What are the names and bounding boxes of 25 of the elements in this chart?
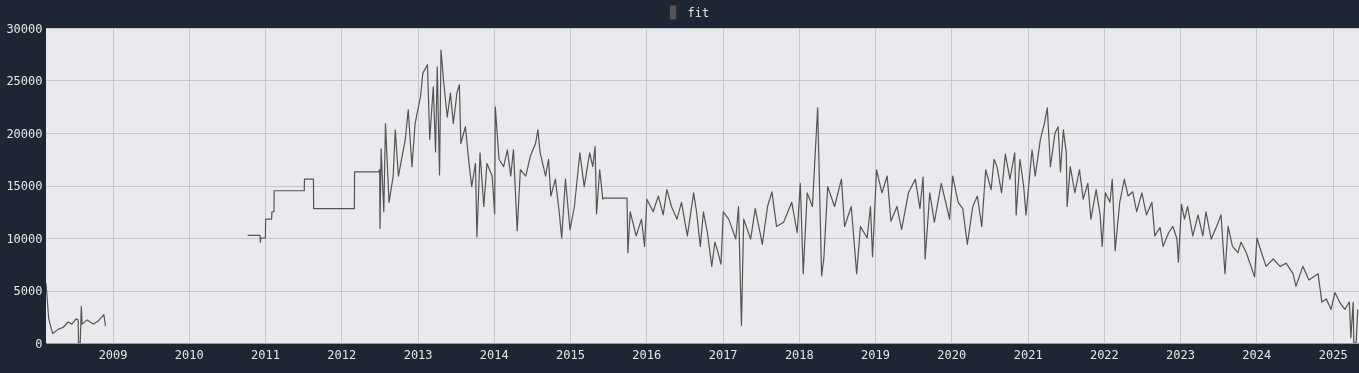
x-tick-label: 2009 [98, 347, 128, 362]
x-tick-label: 2019 [861, 347, 891, 362]
x-tick-label: 2021 [1013, 347, 1043, 362]
x-tick-label: 2023 [1166, 347, 1196, 362]
y-tick-label: 10000 [6, 231, 43, 246]
y-tick-label: 0 [35, 336, 43, 351]
y-tick-label: 5000 [13, 284, 43, 298]
x-tick-label: 2010 [174, 347, 204, 362]
y-tick-label: 25000 [6, 74, 43, 88]
x-tick-label: 2024 [1242, 347, 1272, 362]
x-tick-label: 2015 [556, 347, 585, 362]
x-tick-label: 2016 [632, 347, 662, 362]
y-tick-label: 30000 [6, 21, 43, 36]
x-tick-label: 2014 [479, 347, 509, 362]
y-tick-label: 15000 [6, 179, 43, 193]
y-tick-label: 20000 [6, 126, 43, 141]
x-tick-label: 2011 [251, 347, 280, 362]
x-tick-label: 2013 [403, 347, 433, 362]
legend-label: fit [687, 5, 710, 20]
x-tick-label: 2012 [327, 347, 357, 362]
x-tick-label: 2025 [1318, 347, 1348, 362]
x-tick-label: 2020 [937, 347, 967, 362]
x-tick-label: 2018 [784, 347, 814, 362]
x-tick-label: 2017 [708, 347, 738, 362]
x-tick-label: 2022 [1089, 347, 1119, 362]
